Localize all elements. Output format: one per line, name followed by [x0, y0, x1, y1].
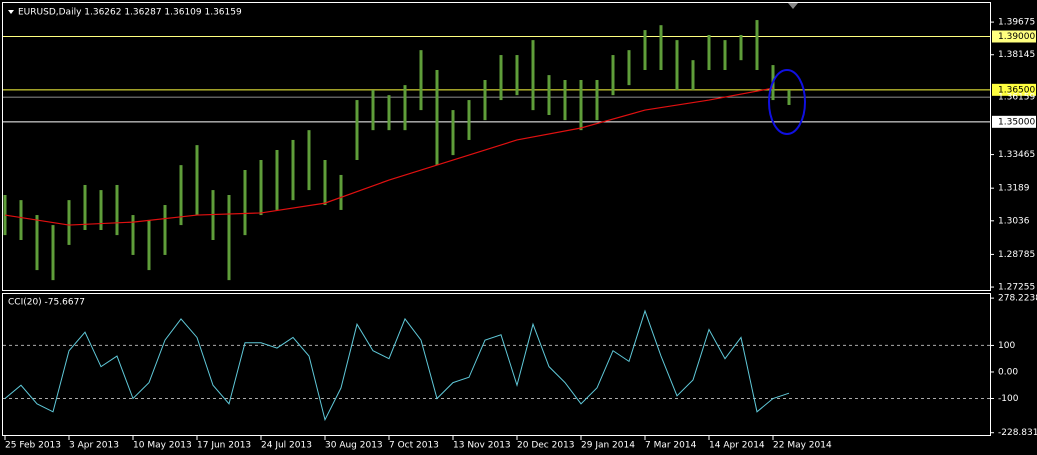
level-label: 1.35000	[998, 117, 1035, 127]
cci-line	[4, 309, 790, 422]
x-tick-label: 13 Nov 2013	[453, 441, 511, 451]
x-tick-label: 3 Apr 2013	[69, 441, 119, 451]
x-tick-label: 24 Jul 2013	[261, 441, 312, 451]
shift-marker	[788, 3, 798, 9]
menu-arrow[interactable]	[8, 10, 14, 14]
y-tick-label: -100	[998, 394, 1019, 404]
x-tick-label: 20 Dec 2013	[517, 441, 575, 451]
level-label-bg	[992, 83, 1036, 96]
y-tick-label: 1.33465	[998, 150, 1035, 160]
y-tick-label: 1.39675	[998, 18, 1035, 28]
chart-title: EURUSD,Daily 1.36262 1.36287 1.36109 1.3…	[18, 8, 242, 18]
x-tick-label: 7 Mar 2014	[645, 441, 697, 451]
level-label-bg	[992, 115, 1036, 128]
annotation-circle	[768, 69, 806, 135]
price-frame	[2, 2, 991, 291]
x-tick-label: 14 Apr 2014	[709, 441, 765, 451]
x-tick-label: 22 May 2014	[773, 441, 832, 451]
current-price-label: 1.36159	[998, 93, 1035, 103]
x-tick-label: 17 Jun 2013	[197, 441, 251, 451]
y-tick-label: 1.3036	[998, 216, 1030, 226]
y-tick-label: 1.38145	[998, 50, 1035, 60]
y-tick-label: 1.3189	[998, 184, 1030, 194]
y-tick-label: 0.00	[998, 367, 1018, 377]
x-tick-label: 29 Jan 2014	[581, 441, 635, 451]
x-tick-label: 10 May 2013	[133, 441, 192, 451]
y-tick-label: 278.2238	[998, 294, 1037, 304]
cci-frame	[2, 293, 991, 436]
y-tick-label: 100	[998, 341, 1015, 351]
level-label-bg	[992, 30, 1036, 43]
x-tick-label: 30 Aug 2013	[325, 441, 383, 451]
y-tick-label: -228.8311	[998, 428, 1037, 438]
level-label: 1.39000	[998, 32, 1035, 42]
x-tick-label: 7 Oct 2013	[389, 441, 439, 451]
level-label: 1.36500	[998, 85, 1035, 95]
y-tick-label: 1.27255	[998, 283, 1035, 293]
cci-title: CCI(20) -75.6677	[8, 298, 85, 308]
y-tick-label: 1.28785	[998, 250, 1035, 260]
moving-average	[4, 87, 774, 226]
x-tick-label: 25 Feb 2013	[5, 441, 61, 451]
